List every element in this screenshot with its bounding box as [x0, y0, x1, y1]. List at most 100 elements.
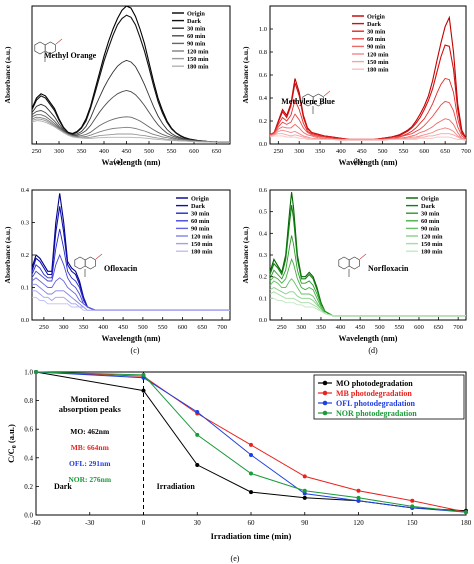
- y-tick-label: 0.6: [259, 187, 268, 194]
- data-point: [195, 432, 200, 437]
- series-line: [270, 297, 466, 317]
- legend-label: 120 min: [421, 233, 443, 240]
- data-point: [410, 504, 415, 509]
- compound-label: Ofloxacin: [104, 264, 138, 273]
- x-tick-label: 350: [79, 324, 89, 331]
- panel-label: (d): [368, 346, 378, 355]
- y-tick-label: 0.3: [259, 252, 267, 259]
- x-tick-label: 700: [453, 324, 463, 331]
- legend-label: 180 min: [367, 67, 389, 74]
- data-point: [356, 488, 361, 493]
- region-label-dark: Dark: [54, 482, 72, 491]
- legend-label: 150 min: [191, 241, 213, 248]
- region-label-irradiation: Irradiation: [157, 482, 196, 491]
- data-point: [464, 510, 468, 515]
- legend-label: Dark: [421, 203, 435, 210]
- legend-label: 30 min: [367, 29, 386, 36]
- data-point: [302, 474, 307, 479]
- x-tick-label: 550: [167, 148, 177, 155]
- bond-shape: [359, 253, 367, 260]
- legend-label: Dark: [187, 18, 201, 25]
- bond-shape: [55, 38, 63, 45]
- bond-shape: [323, 90, 331, 97]
- x-tick-label: 400: [336, 148, 346, 155]
- data-point: [141, 372, 146, 377]
- legend-label: Origin: [187, 10, 205, 17]
- legend-swatch-marker: [322, 380, 328, 386]
- y-tick-label: 0.6: [24, 426, 33, 434]
- x-tick-label: 550: [158, 324, 168, 331]
- legend-label: NOR photodegradation: [336, 409, 417, 418]
- legend-label: Origin: [191, 195, 209, 202]
- y-tick-label: 0.0: [24, 512, 33, 520]
- annotation-title: Monitored: [70, 394, 109, 404]
- x-tick-label: 90: [301, 519, 309, 527]
- y-tick-label: 0.2: [21, 252, 29, 259]
- x-tick-label: 450: [355, 324, 365, 331]
- panel-2: 250 300 350 400 450 500 550 600 650 700 0.0 0.1 0.2 0…: [3, 187, 231, 355]
- series-line: [31, 114, 230, 143]
- x-tick-label: 60: [248, 519, 256, 527]
- y-tick-label: 0.8: [24, 397, 33, 405]
- y-tick-label: 0.2: [259, 274, 267, 281]
- data-point: [302, 491, 307, 496]
- panel-3: 250 300 350 400 450 500 550 600 650 700 0.0 0.1 0.2 0…: [241, 187, 467, 355]
- series-line: [269, 291, 466, 317]
- x-tick-label: 650: [197, 324, 207, 331]
- x-tick-label: 350: [315, 148, 325, 155]
- legend-label: 90 min: [367, 44, 386, 51]
- y-tick-label: 0.3: [21, 220, 29, 227]
- x-tick-label: 150: [407, 519, 418, 527]
- legend-label: 120 min: [187, 48, 209, 55]
- peak-label: MO: 462nm: [70, 427, 110, 436]
- legend-label: Dark: [367, 21, 381, 28]
- x-axis-label: Wavelength (nm): [339, 158, 398, 167]
- x-tick-label: 400: [98, 324, 108, 331]
- peak-label: OFL: 291nm: [69, 459, 111, 468]
- legend-label: Dark: [191, 203, 205, 210]
- compound-label: Methylene Blue: [281, 97, 335, 106]
- legend-label: 120 min: [367, 51, 389, 58]
- peak-label: MB: 664nm: [71, 443, 110, 452]
- ring-shape: [348, 256, 360, 270]
- legend-label: 30 min: [187, 26, 206, 33]
- y-tick-label: 1.0: [24, 369, 33, 377]
- data-point: [249, 452, 253, 457]
- legend-label: 30 min: [421, 211, 440, 218]
- y-tick-label: 0.0: [21, 317, 29, 324]
- x-tick-label: -30: [85, 519, 95, 527]
- series-line: [31, 277, 230, 311]
- y-tick-label: 0.6: [259, 72, 268, 79]
- x-tick-label: 550: [394, 324, 404, 331]
- y-tick-label: 0.8: [259, 49, 267, 56]
- panel-0: 250 300 350 400 450 500 550 600 650 Wavelength (n…: [3, 5, 231, 167]
- x-tick-label: 300: [296, 324, 306, 331]
- legend-label: 120 min: [191, 233, 213, 240]
- plot-frame: [31, 5, 231, 145]
- x-tick-label: 650: [434, 324, 444, 331]
- legend-label: 150 min: [367, 59, 389, 66]
- x-tick-label: 450: [118, 324, 128, 331]
- legend-swatch-marker: [322, 400, 328, 406]
- panel-label: (b): [353, 157, 363, 166]
- x-tick-label: 600: [414, 324, 424, 331]
- x-tick-label: -60: [31, 519, 41, 527]
- x-tick-label: 600: [178, 324, 188, 331]
- data-point: [410, 498, 415, 503]
- y-tick-label: 0.0: [259, 317, 267, 324]
- molecule-structure-icon: [338, 253, 367, 277]
- y-tick-label: 0.4: [259, 95, 268, 102]
- panel-label: (e): [231, 554, 240, 563]
- panel-label: (c): [131, 346, 140, 355]
- data-point: [302, 488, 307, 493]
- legend-label: 60 min: [367, 36, 386, 43]
- x-tick-label: 500: [375, 324, 385, 331]
- legend-label: Origin: [421, 195, 439, 202]
- y-axis-label: Absorbance (a.u.): [3, 46, 12, 103]
- series-line: [35, 371, 467, 513]
- ring-shape: [74, 256, 86, 270]
